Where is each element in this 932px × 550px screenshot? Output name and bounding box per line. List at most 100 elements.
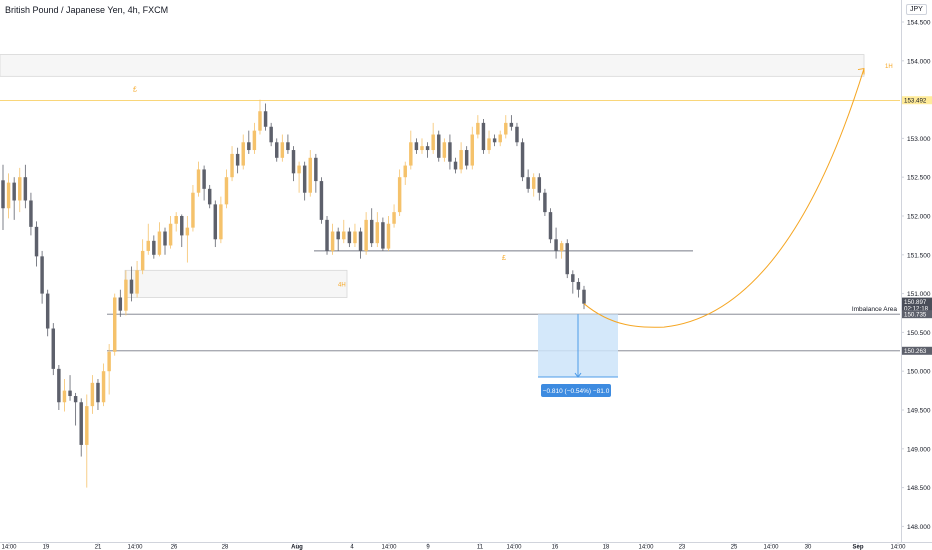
candle-body (235, 153, 240, 166)
candle-body (45, 293, 50, 329)
x-tick-label: 19 (43, 545, 50, 550)
candle-body (453, 161, 458, 170)
candle-body (124, 279, 128, 311)
candle-body (258, 111, 262, 131)
candle-body (286, 142, 290, 151)
candle-body (51, 328, 56, 369)
candle-body (358, 231, 363, 251)
zone-4h (124, 269, 348, 298)
x-tick-label: 30 (805, 545, 812, 550)
candle-body (73, 396, 78, 403)
candle-body (18, 177, 22, 201)
candle-body (140, 250, 145, 271)
candle-body (57, 368, 61, 403)
candles (1, 99, 586, 488)
candle-body (314, 157, 318, 182)
candle-body (40, 256, 44, 294)
candle-body (202, 169, 206, 189)
y-tick-label: 154.500 (907, 20, 931, 27)
projection-curve (583, 68, 865, 328)
resistance-label: £ (133, 86, 137, 93)
candle-body (62, 390, 67, 403)
measure-label: −0.810 (−0.54%) −81.0 (543, 388, 610, 395)
candle-body (554, 239, 558, 251)
x-tick-label: Aug (291, 545, 303, 550)
candle-body (213, 204, 218, 240)
candle-body (191, 192, 195, 228)
measure-arrow-head (574, 372, 582, 378)
candle-body (1, 180, 5, 209)
price-label-current: 150.897 (904, 299, 927, 306)
candle-body (531, 177, 536, 189)
candle-body (565, 243, 569, 275)
candle-body (470, 134, 475, 166)
candle-body (68, 390, 72, 397)
candle-body (12, 182, 16, 201)
overlay: −0.810 (−0.54%) −81.0 (538, 67, 865, 398)
candle-body (487, 138, 491, 151)
price-label-imbalance-bottom-bg (902, 346, 932, 355)
candle-body (29, 200, 33, 227)
x-tick-label: 14:00 (381, 545, 397, 550)
candle-body (230, 153, 234, 178)
candle-body (291, 150, 296, 174)
candle-body (185, 227, 190, 236)
support-label: £ (502, 255, 506, 262)
candle-body (498, 134, 502, 143)
measure-label-bg (541, 384, 611, 398)
candle-body (112, 297, 117, 352)
candle-body (420, 146, 424, 151)
candle-body (381, 222, 385, 249)
price-label-countdown: 02:12:18 (904, 306, 929, 313)
candle-body (247, 142, 251, 151)
currency-button[interactable]: JPY (906, 4, 927, 15)
candle-body (302, 165, 307, 193)
y-tick-label: 151.000 (907, 291, 931, 298)
candle-body (537, 177, 542, 193)
candle-body (118, 297, 123, 311)
x-tick-label: 23 (679, 545, 686, 550)
candle-body (409, 142, 413, 166)
x-tick-label: 26 (171, 545, 178, 550)
candle-body (509, 122, 514, 127)
candle-body (34, 226, 39, 257)
candle-body (375, 222, 380, 244)
candle-body (369, 219, 374, 244)
candle-body (526, 177, 530, 189)
candle-body (308, 157, 312, 193)
candle-body (196, 169, 201, 193)
x-tick-label: 14:00 (127, 545, 143, 550)
y-tick-label: 149.000 (907, 446, 931, 453)
candle-body (163, 231, 167, 246)
candle-body (515, 126, 519, 143)
candle-body (576, 281, 581, 290)
candle-body (101, 371, 106, 403)
zone-1h-label: 1H (885, 64, 893, 70)
candle-body (353, 231, 357, 244)
candle-body (269, 126, 273, 143)
candle-body (224, 177, 229, 205)
candle-body (135, 270, 139, 294)
y-tick-label: 148.500 (907, 485, 931, 492)
candle-body (342, 231, 346, 240)
candle-body (571, 274, 575, 282)
y-tick-label: 150.000 (907, 369, 931, 376)
zones: 1H 4H £ £ Imbalance Area (0, 54, 900, 352)
candle-body (96, 382, 100, 403)
candle-body (157, 231, 162, 255)
candle-body (392, 212, 396, 224)
candle-body (207, 188, 212, 205)
y-tick-label: 148.000 (907, 524, 931, 531)
candle-body (559, 243, 564, 251)
y-tick-label: 154.000 (907, 58, 931, 65)
candle-body (152, 240, 156, 255)
y-tick-label: 153.000 (907, 136, 931, 143)
candle-body (107, 351, 111, 372)
x-tick-label: 21 (95, 545, 102, 550)
candle-body (476, 122, 480, 135)
y-tick-label: 149.500 (907, 408, 931, 415)
price-label-imbalance-top-bg (902, 310, 932, 319)
candle-body (448, 142, 452, 162)
